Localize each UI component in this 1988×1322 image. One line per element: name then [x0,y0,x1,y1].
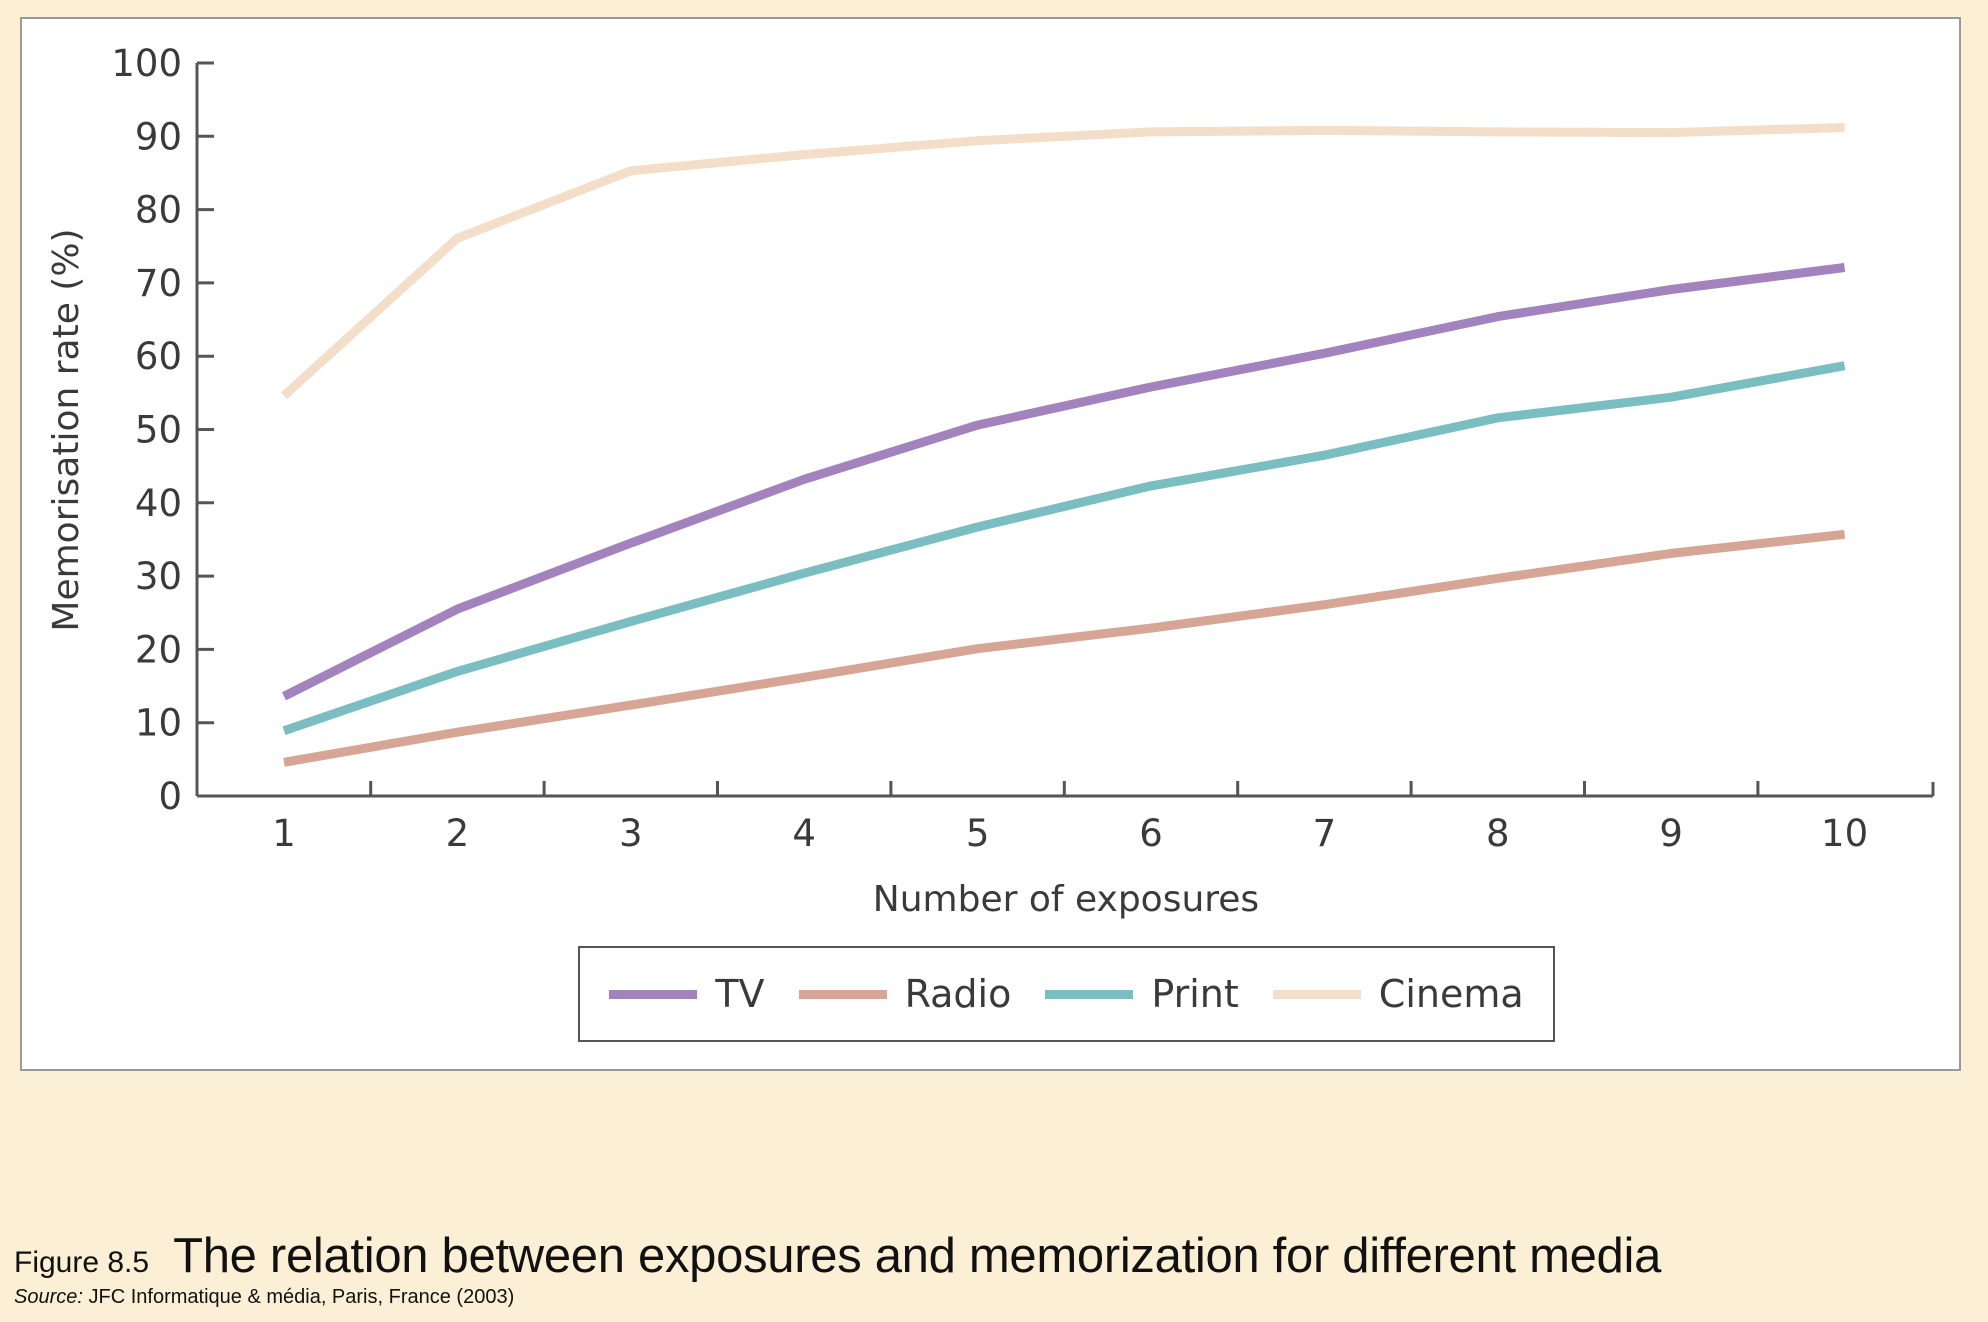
x-tick-label: 3 [619,812,643,855]
series-line-tv [281,263,1846,701]
y-tick-label: 0 [158,775,182,818]
legend-swatch-tv [609,989,698,999]
y-axis-ticks: 0 10 20 30 40 50 60 70 80 90 100 [111,42,214,818]
series-line-print [282,361,1846,736]
legend-item-print: Print [1045,972,1239,1016]
y-tick-label: 80 [135,189,182,232]
source-label: Source: [14,1286,83,1308]
legend-label-cinema: Cinema [1378,972,1524,1016]
legend-item-cinema: Cinema [1272,972,1524,1016]
x-tick-label: 10 [1821,812,1868,855]
y-axis-title: Memorisation rate (%) [46,228,87,631]
series-lines [280,123,1846,767]
legend-label-print: Print [1151,972,1239,1016]
y-tick-label: 100 [111,42,182,85]
x-tick-label: 5 [966,812,990,855]
y-tick-label: 50 [135,409,182,452]
legend-swatch-cinema [1272,989,1361,999]
figure-title: The relation between exposures and memor… [173,1229,1662,1283]
figure-caption: Figure 8.5 The relation between exposure… [14,1228,1974,1309]
legend: TV Radio Print Cinema [578,946,1555,1042]
x-axis-ticks: 1 2 3 4 5 6 7 8 9 10 [272,781,1868,855]
y-tick-label: 60 [135,335,182,378]
legend-item-radio: Radio [798,972,1012,1016]
y-tick-label: 10 [135,702,182,745]
y-tick-label: 30 [135,555,182,598]
y-tick-label: 20 [135,628,182,671]
x-tick-label: 7 [1313,812,1337,855]
x-tick-label: 4 [792,812,816,855]
x-tick-label: 9 [1659,812,1683,855]
y-tick-label: 70 [135,262,182,305]
legend-swatch-radio [798,989,887,999]
y-tick-label: 90 [135,115,182,158]
series-line-cinema [280,123,1845,400]
legend-item-tv: TV [609,972,765,1016]
x-axis-title: Number of exposures [873,879,1259,920]
figure-number: Figure 8.5 [14,1246,150,1279]
x-tick-label: 8 [1486,812,1510,855]
series-line-radio [283,529,1846,767]
source-text: JFC Informatique & média, Paris, France … [88,1286,515,1308]
legend-swatch-print [1045,989,1134,999]
x-tick-label: 1 [272,812,296,855]
plot-frame [20,17,1961,1071]
axes [195,63,1935,798]
legend-label-radio: Radio [904,972,1012,1016]
x-tick-label: 2 [446,812,470,855]
x-tick-label: 6 [1139,812,1163,855]
source-line: Source: JFC Informatique & média, Paris,… [14,1286,1974,1309]
legend-label-tv: TV [715,972,765,1016]
y-tick-label: 40 [135,482,182,525]
